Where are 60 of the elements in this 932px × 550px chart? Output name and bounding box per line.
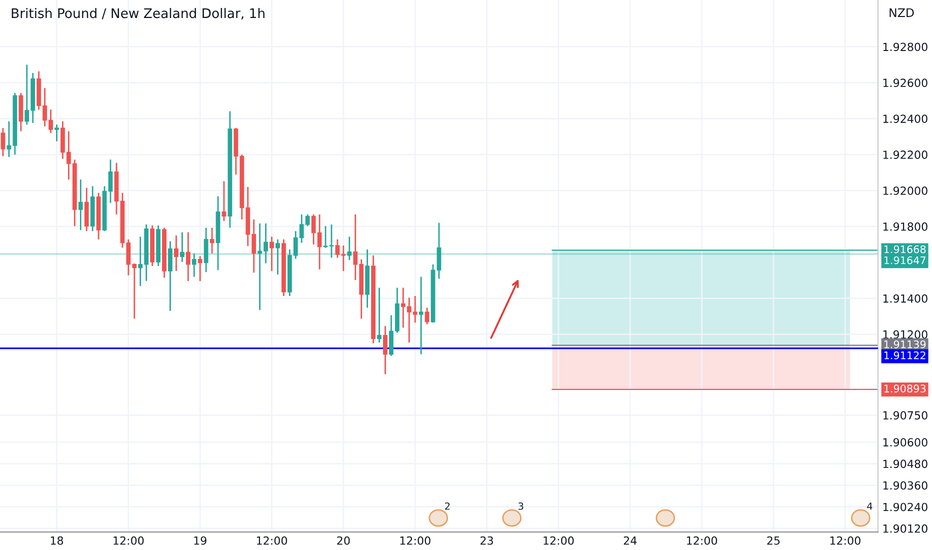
ref-line-label: 1.91139 — [884, 340, 926, 348]
y-tick-label: 1.90240 — [883, 502, 928, 512]
y-tick-label: 1.90600 — [883, 438, 928, 447]
candlestick — [78, 178, 83, 231]
ref-line-label: 1.90893 — [884, 384, 926, 392]
x-tick-label: 25 — [767, 536, 780, 545]
candlestick — [180, 232, 184, 263]
annotation: 3 — [518, 502, 524, 510]
candlestick — [84, 187, 89, 232]
ref-line-label: 1.91668 — [884, 245, 926, 254]
x-tick-label: 12:00 — [114, 536, 144, 545]
candlestick — [198, 255, 202, 282]
x-tick-label: 23 — [480, 536, 493, 545]
candlestick — [0, 127, 6, 157]
candlestick — [54, 124, 59, 142]
x-tick-label: 19 — [194, 536, 206, 545]
x-tick-label: 12:00 — [830, 536, 860, 545]
y-tick-label: 1.92800 — [883, 42, 928, 52]
ref-line-label: 1.91122 — [884, 351, 926, 360]
y-tick-label: 1.91800 — [883, 222, 928, 231]
candlestick — [108, 158, 113, 204]
annotation: 2 — [445, 502, 450, 510]
y-tick-label: 1.91200 — [883, 330, 928, 339]
candlestick — [186, 232, 190, 282]
candlestick — [418, 276, 424, 355]
annotation: 4 — [867, 502, 872, 510]
candlestick — [276, 238, 280, 276]
ref-line-label: 1.91647 — [884, 256, 926, 264]
text: British Pound / New Zealand Dollar, 1h — [12, 8, 264, 20]
candlestick — [323, 225, 328, 249]
candlestick — [222, 180, 226, 222]
y-tick-label: 1.90360 — [883, 481, 928, 490]
y-tick-label: 1.92200 — [883, 150, 928, 159]
y-tick-label: 1.90120 — [883, 524, 928, 533]
y-tick-label: 1.92600 — [883, 78, 928, 88]
candlestick — [270, 236, 274, 272]
x-tick-label: 18 — [50, 536, 64, 545]
x-tick-label: 12:00 — [687, 536, 718, 545]
candlestick — [204, 227, 208, 273]
candlestick — [436, 222, 442, 280]
y-axis-title: NZD — [890, 8, 914, 17]
x-tick-label: 20 — [337, 536, 350, 545]
candlestick — [210, 227, 214, 254]
x-tick-label: 12:00 — [256, 536, 288, 545]
x-tick-label: 24 — [624, 536, 637, 545]
candlestick — [424, 307, 430, 325]
candlestick — [174, 234, 178, 272]
candlestick — [383, 325, 388, 375]
candlestick — [329, 224, 334, 258]
candlestick — [192, 252, 196, 278]
y-tick-label: 1.92400 — [883, 114, 928, 123]
x-tick-label: 12:00 — [400, 536, 430, 545]
y-tick-label: 1.90750 — [883, 411, 928, 420]
x-tick-label: 12:00 — [544, 536, 574, 545]
candlestick — [347, 236, 352, 261]
y-tick-label: 1.90480 — [883, 460, 928, 468]
y-tick-label: 1.91400 — [883, 294, 928, 303]
y-tick-label: 1.92000 — [883, 186, 928, 195]
candlestick — [377, 287, 382, 344]
candlestick — [168, 240, 172, 312]
